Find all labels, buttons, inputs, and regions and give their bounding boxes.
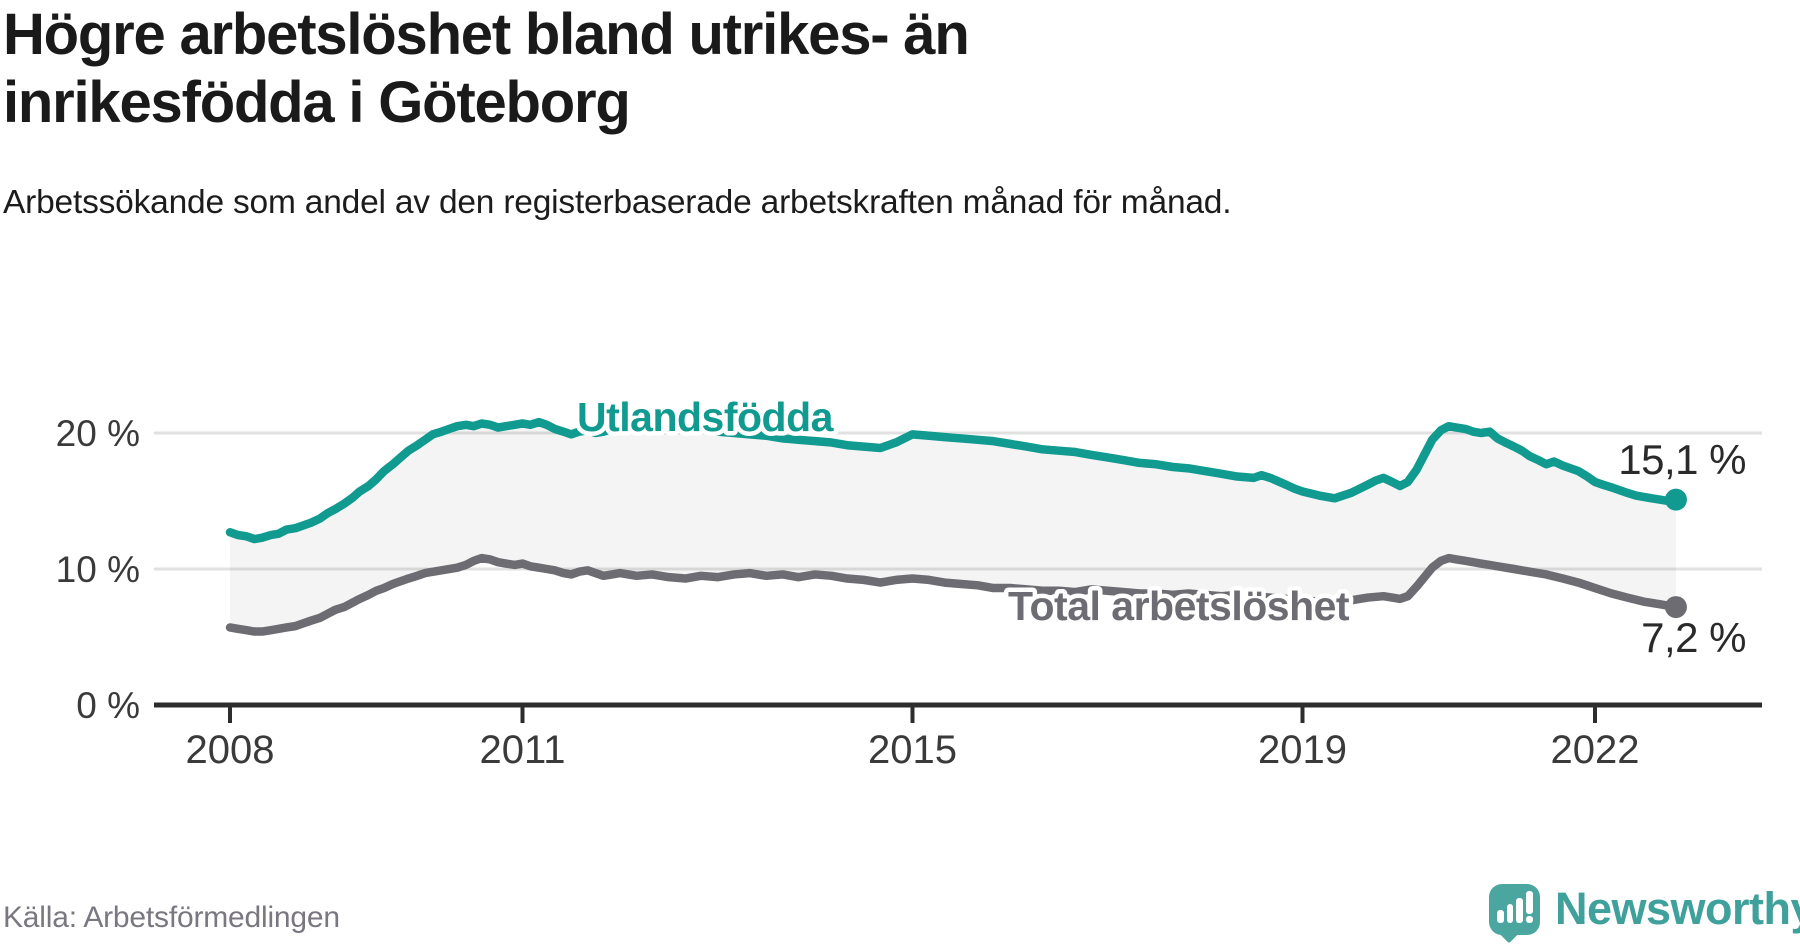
end-value-label-total: 7,2 % — [1641, 614, 1746, 661]
source-note: Källa: Arbetsförmedlingen — [3, 901, 340, 934]
series-group — [225, 417, 1687, 636]
x-tick-label: 2011 — [479, 728, 565, 772]
y-tick-label: 10 % — [56, 549, 140, 590]
fill-between-area — [230, 422, 1676, 632]
bar-chart-glyph — [1497, 909, 1504, 923]
chart-subtitle: Arbetssökande som andel av den registerb… — [3, 184, 1232, 221]
total-end-dot — [1664, 596, 1687, 619]
brand-name: Newsworthy — [1555, 883, 1800, 934]
y-tick-label: 20 % — [56, 413, 140, 454]
series-label-utlandsfodda: Utlandsfödda — [577, 394, 835, 440]
x-tick-label: 2019 — [1258, 728, 1347, 772]
utlandsfodda-line — [225, 417, 1681, 544]
newsworthy-chart-bubble-icon — [1489, 883, 1540, 943]
x-tick-label: 2022 — [1551, 728, 1640, 772]
exclamation-dot — [1526, 916, 1533, 923]
end-value-label-utlandsfodda: 15,1 % — [1618, 436, 1746, 483]
y-tick-label: 0 % — [76, 685, 140, 726]
newsworthy-logo: Newsworthy — [1489, 883, 1800, 943]
series-label-total: Total arbetslöshet — [1008, 583, 1350, 629]
axis-group: 0 % 10 % 20 % 2008 2011 2015 2019 2022 — [56, 413, 1762, 772]
bar-chart-glyph — [1506, 903, 1513, 923]
exclamation-glyph — [1526, 890, 1533, 914]
x-tick-label: 2015 — [868, 728, 957, 772]
utlandsfodda-end-dot — [1664, 488, 1687, 511]
x-tick-label: 2008 — [186, 728, 275, 772]
total-line — [225, 553, 1681, 636]
page-title: Högre arbetslöshet bland utrikes- än inr… — [3, 2, 970, 135]
bar-chart-glyph — [1516, 897, 1523, 923]
